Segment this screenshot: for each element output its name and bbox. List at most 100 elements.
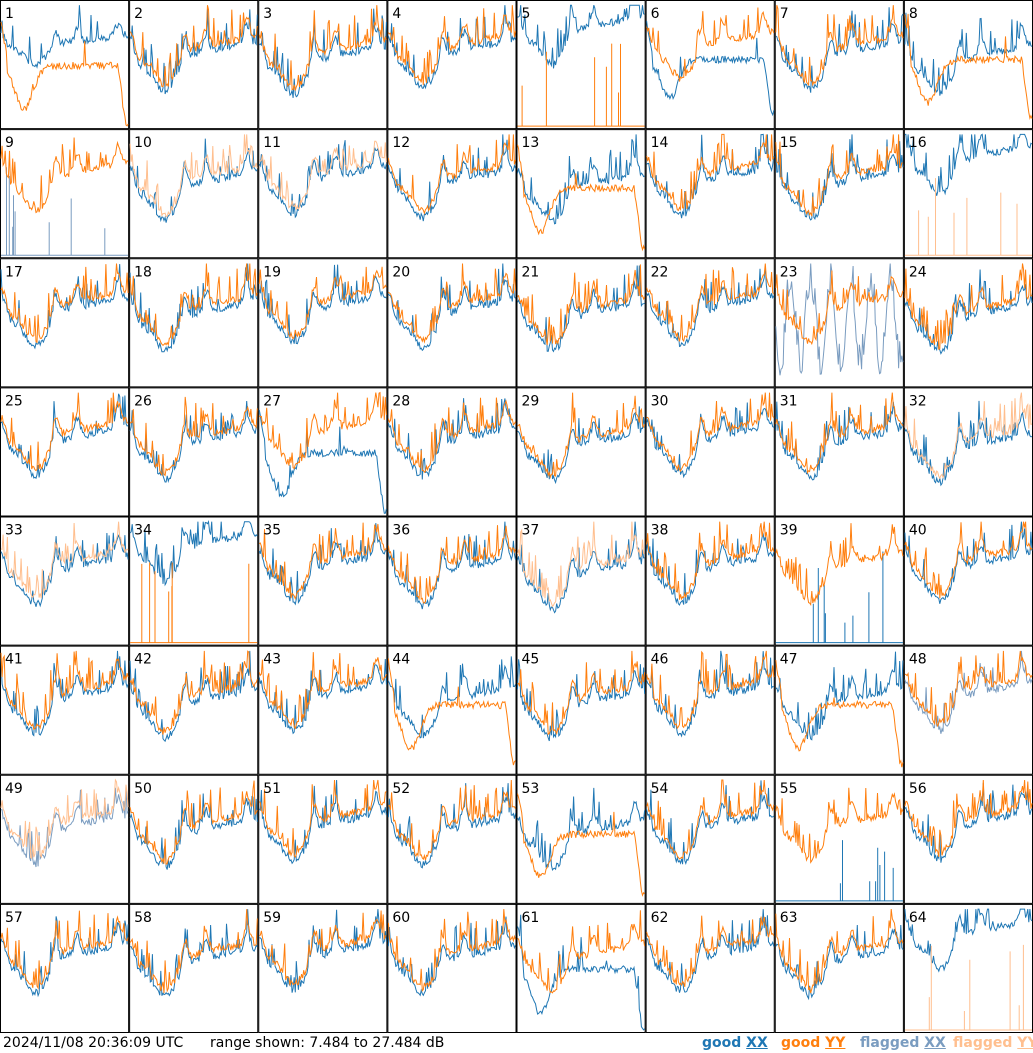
series-yy-25: [0, 392, 129, 472]
panel-label: 3: [263, 6, 272, 22]
panel-label: 59: [263, 910, 281, 926]
panel-label: 12: [392, 135, 410, 151]
panel-12: 12: [387, 129, 517, 259]
panel-frame: [903, 129, 1033, 259]
panel-label: 33: [5, 523, 23, 539]
panel-31: 31: [774, 387, 904, 517]
panel-frame: [258, 645, 388, 775]
panel-50: 50: [129, 774, 259, 904]
panel-62: 62: [645, 903, 775, 1033]
panel-36: 36: [387, 516, 517, 646]
panel-label: 50: [134, 781, 152, 797]
series-yy-42: [129, 650, 258, 735]
panel-59: 59: [258, 903, 388, 1033]
series-yy-20: [388, 263, 516, 344]
series-xx-34: [129, 519, 258, 587]
series-yy-4: [388, 5, 516, 86]
panel-60: 60: [387, 903, 517, 1033]
panel-1: 1: [0, 0, 130, 130]
panel-27: 27: [258, 387, 388, 517]
series-xx-52: [387, 783, 516, 869]
panel-label: 53: [522, 781, 540, 797]
series-xx-25: [0, 393, 129, 480]
series-xx-63: [775, 924, 904, 1001]
series-xx-9: [1, 167, 129, 256]
series-xx-35: [258, 523, 387, 606]
series-yy-21: [517, 264, 646, 346]
panel-label: 62: [651, 910, 669, 926]
panel-42: 42: [129, 645, 259, 775]
series-xx-15: [775, 134, 904, 221]
series-yy-27: [258, 391, 387, 470]
panel-label: 56: [909, 781, 927, 797]
series-yy-46: [646, 650, 775, 730]
series-xx-48: [904, 650, 1033, 734]
series-xx-49: [0, 786, 129, 868]
panel-10: 10: [129, 129, 259, 259]
panel-64: 64: [903, 903, 1033, 1033]
series-xx-62: [646, 909, 775, 993]
panel-frame: [387, 645, 517, 775]
series-yy-39: [775, 523, 904, 607]
legend-kind: good: [781, 1035, 821, 1051]
series-yy-6: [646, 7, 775, 82]
panel-label: 7: [780, 6, 789, 22]
series-xx-20: [388, 263, 516, 352]
series-xx-56: [904, 782, 1033, 863]
panel-label: 60: [392, 910, 410, 926]
panel-21: 21: [516, 258, 646, 388]
series-yy-62: [646, 915, 775, 987]
panel-label: 52: [392, 781, 410, 797]
panel-label: 30: [651, 393, 669, 409]
panel-3: 3: [258, 0, 388, 130]
panel-14: 14: [645, 129, 775, 259]
series-yy-38: [646, 521, 775, 601]
series-yy-31: [775, 392, 904, 475]
series-yy-57: [0, 910, 129, 990]
panel-13: 13: [516, 129, 646, 259]
panel-frame: [387, 516, 517, 646]
panel-38: 38: [645, 516, 775, 646]
series-yy-22: [646, 263, 775, 343]
panel-label: 8: [909, 6, 918, 22]
series-yy-52: [388, 779, 516, 861]
series-xx-3: [258, 8, 387, 98]
series-xx-6: [646, 20, 775, 117]
panel-34: 34: [129, 516, 259, 646]
series-yy-44: [387, 658, 516, 766]
series-xx-5: [517, 4, 645, 69]
panel-51: 51: [258, 774, 388, 904]
series-yy-18: [129, 263, 258, 347]
legend-pol: YY: [1017, 1035, 1033, 1051]
series-xx-29: [517, 406, 646, 485]
series-yy-2: [129, 5, 258, 88]
series-yy-23: [775, 270, 904, 346]
series-yy-47: [775, 660, 904, 768]
series-xx-10: [129, 138, 258, 223]
series-yy-34: [130, 562, 258, 644]
panel-label: 24: [909, 264, 927, 280]
series-yy-36: [387, 525, 516, 604]
series-yy-55: [775, 787, 904, 864]
series-yy-33: [0, 521, 129, 599]
panel-16: 16: [903, 129, 1033, 259]
panel-label: 20: [392, 264, 410, 280]
panel-label: 1: [5, 6, 14, 22]
series-yy-10: [129, 134, 258, 218]
panel-label: 18: [134, 264, 152, 280]
series-yy-17: [0, 263, 129, 344]
series-xx-27: [258, 409, 387, 514]
series-yy-16: [904, 178, 1032, 256]
panel-frame: [129, 0, 259, 130]
series-xx-2: [129, 8, 258, 95]
panel-label: 16: [909, 135, 927, 151]
panel-label: 34: [134, 523, 152, 539]
series-xx-26: [129, 400, 258, 483]
series-xx-60: [387, 916, 516, 997]
panel-label: 19: [263, 264, 281, 280]
panel-label: 13: [522, 135, 540, 151]
series-yy-43: [258, 652, 387, 730]
series-xx-7: [775, 7, 904, 93]
panel-24: 24: [903, 258, 1033, 388]
series-xx-13: [517, 134, 645, 225]
